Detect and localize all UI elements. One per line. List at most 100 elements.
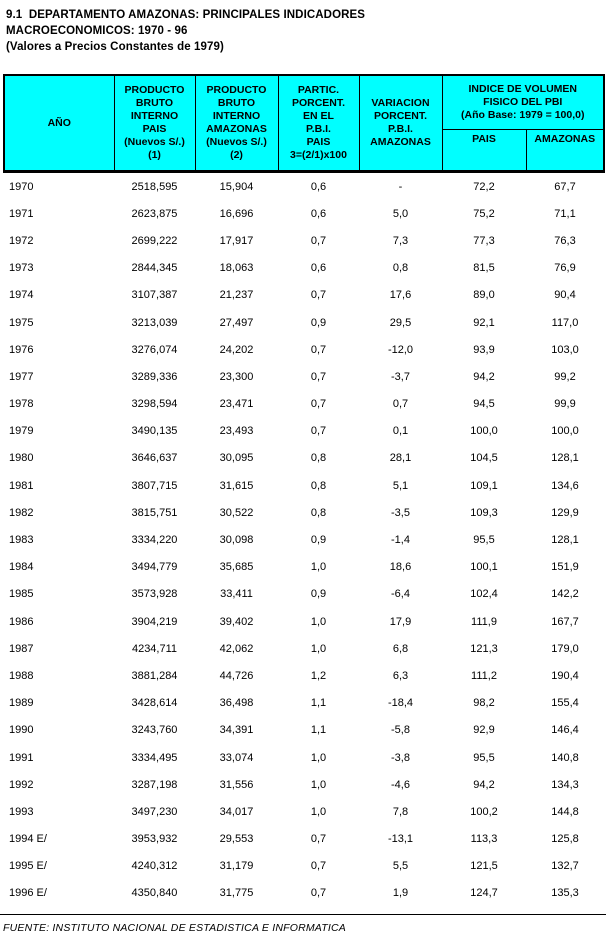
indice-pais-cell: 95,5 xyxy=(442,526,526,554)
pbi-pais-cell: 2699,222 xyxy=(114,227,195,255)
table-row: 1984 3494,779 35,685 1,0 18,6 100,1 151,9 xyxy=(4,553,604,581)
page-title: 9.1 DEPARTAMENTO AMAZONAS: PRINCIPALES I… xyxy=(0,0,606,55)
pbi-amazonas-cell: 31,775 xyxy=(195,879,278,908)
variacion-cell: 17,6 xyxy=(359,281,442,309)
table-header: AÑO PRODUCTO BRUTO INTERNO PAIS (Nuevos … xyxy=(3,73,605,174)
variacion-cell: 17,9 xyxy=(359,608,442,636)
variacion-cell: 5,0 xyxy=(359,200,442,228)
table-row: 1974 3107,387 21,237 0,7 17,6 89,0 90,4 xyxy=(4,281,604,309)
indice-amazonas-cell: 134,6 xyxy=(526,472,604,500)
indice-pais-cell: 109,1 xyxy=(442,472,526,500)
table-row: 1975 3213,039 27,497 0,9 29,5 92,1 117,0 xyxy=(4,308,604,337)
year-cell: 1993 xyxy=(4,798,114,826)
variacion-cell: -3,5 xyxy=(359,499,442,527)
indice-pais-cell: 121,3 xyxy=(442,635,526,663)
year-cell: 1981 xyxy=(4,472,114,500)
indice-pais-cell: 121,5 xyxy=(442,852,526,880)
pbi-pais-cell: 4240,312 xyxy=(114,852,195,880)
pbi-amazonas-cell: 24,202 xyxy=(195,336,278,364)
pbi-pais-cell: 3428,614 xyxy=(114,689,195,717)
variacion-cell: 28,1 xyxy=(359,444,442,473)
year-cell: 1976 xyxy=(4,336,114,364)
pbi-amazonas-cell: 35,685 xyxy=(195,553,278,581)
year-cell: 1990 xyxy=(4,716,114,744)
indice-amazonas-cell: 151,9 xyxy=(526,553,604,581)
partic-cell: 0,7 xyxy=(278,227,359,255)
table-row: 1993 3497,230 34,017 1,0 7,8 100,2 144,8 xyxy=(4,798,604,826)
table-row: 1994 E/3953,932 29,553 0,7 -13,1 113,3 125,8 xyxy=(4,825,604,853)
table-row: 1987 4234,711 42,062 1,0 6,8 121,3 179,0 xyxy=(4,635,604,663)
variacion-cell: 7,8 xyxy=(359,798,442,826)
indice-pais-cell: 124,7 xyxy=(442,879,526,908)
indice-amazonas-cell: 132,7 xyxy=(526,852,604,880)
variacion-cell: -18,4 xyxy=(359,689,442,717)
indice-amazonas-cell: 144,8 xyxy=(526,798,604,826)
title-line-1: 9.1 DEPARTAMENTO AMAZONAS: PRINCIPALES I… xyxy=(6,9,366,21)
pbi-amazonas-cell: 42,062 xyxy=(195,635,278,663)
year-cell: 1985 xyxy=(4,580,114,608)
indice-pais-cell: 94,2 xyxy=(442,363,526,391)
partic-cell: 1,1 xyxy=(278,689,359,717)
indice-pais-cell: 100,2 xyxy=(442,798,526,826)
partic-cell: 0,9 xyxy=(278,526,359,554)
indice-amazonas-cell: 142,2 xyxy=(526,580,604,608)
partic-cell: 0,7 xyxy=(278,879,359,908)
pbi-amazonas-cell: 15,904 xyxy=(195,171,278,201)
partic-cell: 1,2 xyxy=(278,662,359,690)
variacion-cell: 1,9 xyxy=(359,879,442,908)
partic-cell: 1,0 xyxy=(278,771,359,799)
table-row: 1995 E/4240,312 31,179 0,7 5,5 121,5 132,7 xyxy=(4,852,604,880)
table-row: 1982 3815,751 30,522 0,8 -3,5 109,3 129,9 xyxy=(4,499,604,527)
year-cell: 1971 xyxy=(4,200,114,228)
year-cell: 1989 xyxy=(4,689,114,717)
variacion-cell: - xyxy=(359,171,442,201)
variacion-cell: 18,6 xyxy=(359,553,442,581)
pbi-pais-cell: 3276,074 xyxy=(114,336,195,364)
table-row: 1991 3334,495 33,074 1,0 -3,8 95,5 140,8 xyxy=(4,743,604,772)
table-row: 1971 2623,875 16,696 0,6 5,0 75,2 71,1 xyxy=(4,200,604,228)
pbi-amazonas-cell: 29,553 xyxy=(195,825,278,853)
pbi-amazonas-cell: 16,696 xyxy=(195,200,278,228)
partic-cell: 0,7 xyxy=(278,825,359,853)
indice-pais-cell: 81,5 xyxy=(442,254,526,282)
variacion-cell: -1,4 xyxy=(359,526,442,554)
table-row: 1986 3904,219 39,402 1,0 17,9 111,9 167,7 xyxy=(4,608,604,636)
indicators-table: AÑO PRODUCTO BRUTO INTERNO PAIS (Nuevos … xyxy=(3,73,605,908)
pbi-pais-cell: 3287,198 xyxy=(114,771,195,799)
year-cell: 1991 xyxy=(4,743,114,772)
partic-cell: 0,8 xyxy=(278,499,359,527)
partic-cell: 0,6 xyxy=(278,254,359,282)
indice-amazonas-cell: 99,9 xyxy=(526,390,604,418)
pbi-pais-cell: 4234,711 xyxy=(114,635,195,663)
table-row: 1989 3428,614 36,498 1,1 -18,4 98,2 155,4 xyxy=(4,689,604,717)
indice-amazonas-cell: 90,4 xyxy=(526,281,604,309)
indice-amazonas-cell: 125,8 xyxy=(526,825,604,853)
pbi-amazonas-cell: 21,237 xyxy=(195,281,278,309)
table-row: 1972 2699,222 17,917 0,7 7,3 77,3 76,3 xyxy=(4,227,604,255)
pbi-pais-cell: 3334,495 xyxy=(114,743,195,772)
pbi-pais-cell: 3243,760 xyxy=(114,716,195,744)
table-row: 1978 3298,594 23,471 0,7 0,7 94,5 99,9 xyxy=(4,390,604,418)
indice-pais-cell: 72,2 xyxy=(442,171,526,201)
pbi-amazonas-cell: 27,497 xyxy=(195,308,278,337)
variacion-cell: -12,0 xyxy=(359,336,442,364)
table-row: 1970 2518,595 15,904 0,6-72,2 67,7 xyxy=(4,171,604,201)
pbi-amazonas-cell: 18,063 xyxy=(195,254,278,282)
indice-amazonas-cell: 135,3 xyxy=(526,879,604,908)
year-cell: 1977 xyxy=(4,363,114,391)
partic-cell: 1,0 xyxy=(278,608,359,636)
variacion-cell: 0,8 xyxy=(359,254,442,282)
indice-pais-cell: 89,0 xyxy=(442,281,526,309)
pbi-amazonas-cell: 34,017 xyxy=(195,798,278,826)
indice-amazonas-cell: 103,0 xyxy=(526,336,604,364)
indice-amazonas-cell: 100,0 xyxy=(526,417,604,445)
table-row: 1979 3490,135 23,493 0,7 0,1 100,0 100,0 xyxy=(4,417,604,445)
indice-amazonas-cell: 190,4 xyxy=(526,662,604,690)
header-variacion: VARIACION PORCENT. P.B.I. AMAZONAS xyxy=(358,74,443,173)
year-cell: 1978 xyxy=(4,390,114,418)
indice-amazonas-cell: 134,3 xyxy=(526,771,604,799)
year-cell: 1987 xyxy=(4,635,114,663)
indice-pais-cell: 100,1 xyxy=(442,553,526,581)
pbi-amazonas-cell: 23,493 xyxy=(195,417,278,445)
pbi-amazonas-cell: 31,615 xyxy=(195,472,278,500)
